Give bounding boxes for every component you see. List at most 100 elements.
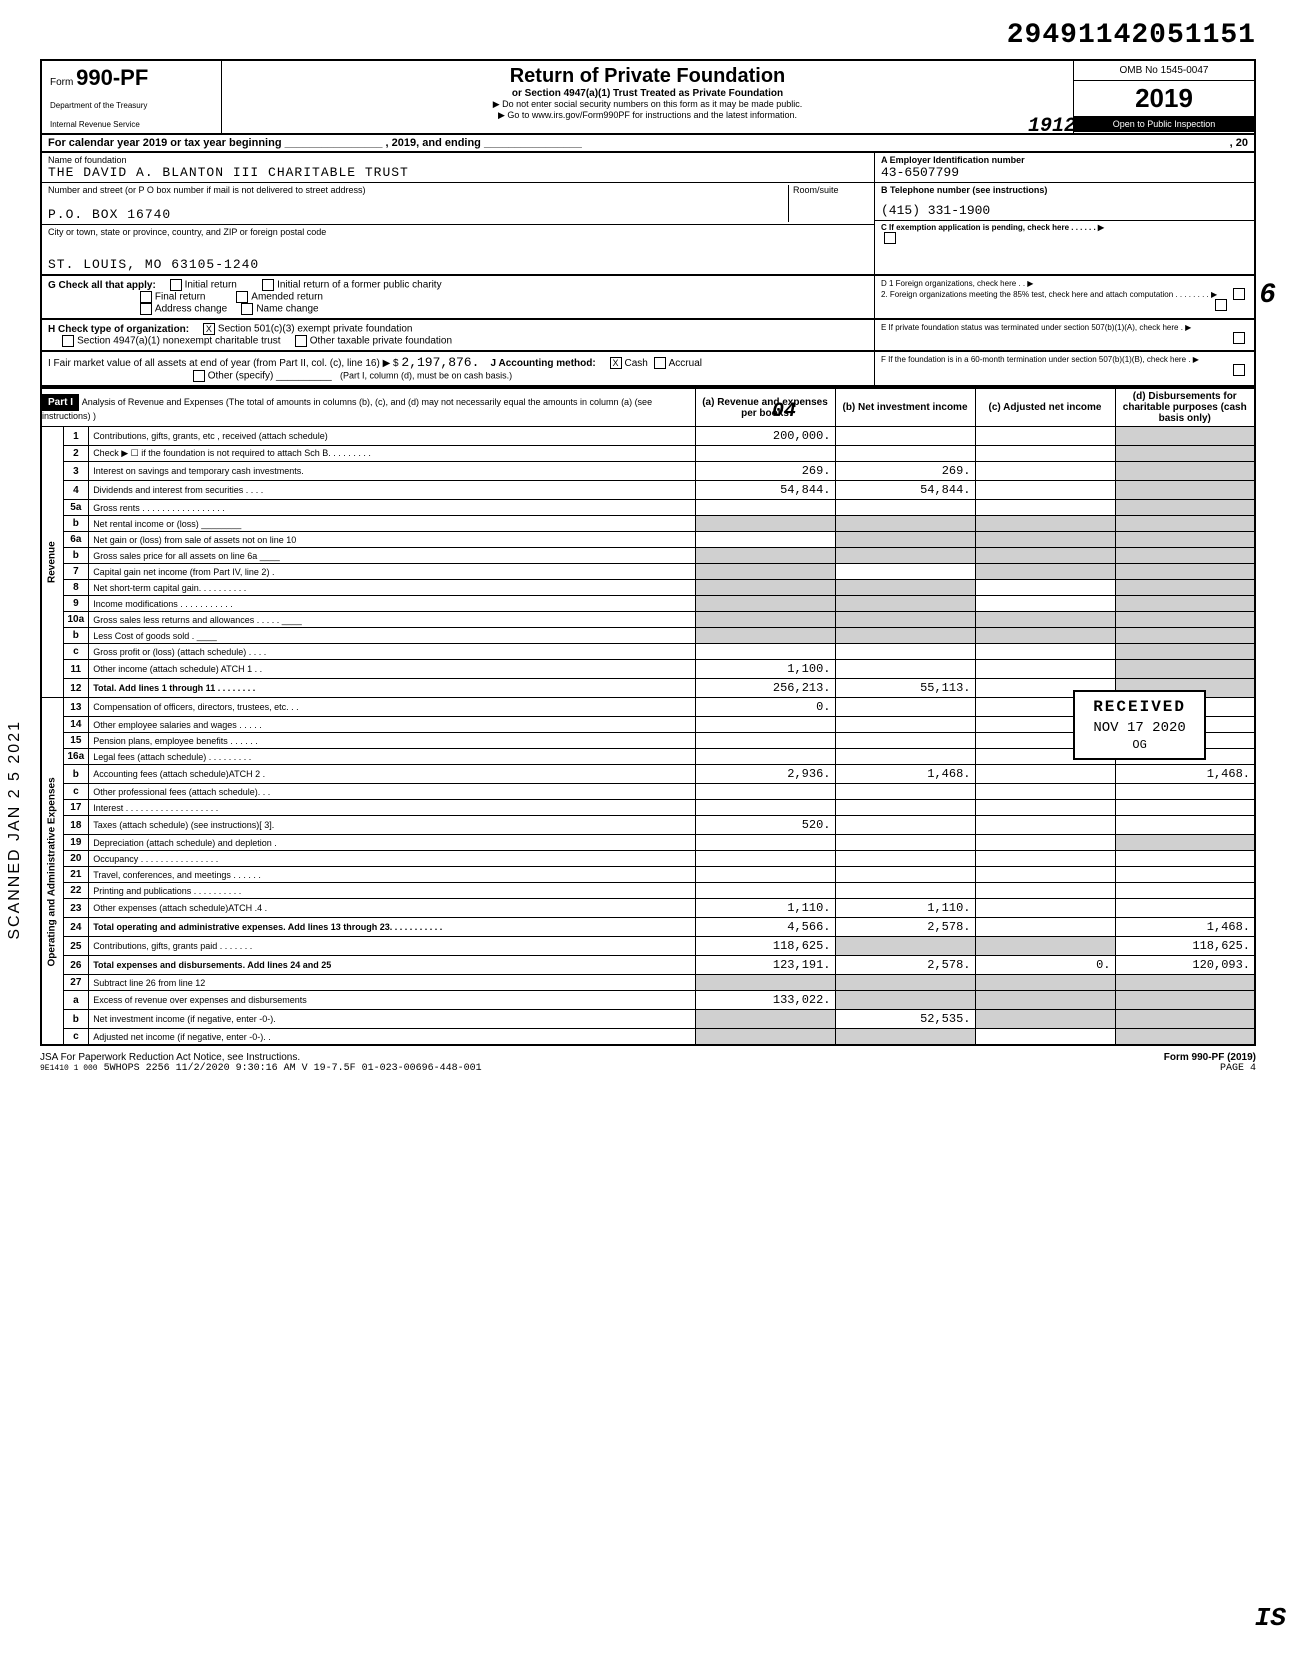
j-accrual[interactable] xyxy=(654,357,666,369)
cell-col-c xyxy=(975,765,1115,784)
line-number: a xyxy=(63,991,89,1010)
line-number: 19 xyxy=(63,835,89,851)
h-opt-2: Section 4947(a)(1) nonexempt charitable … xyxy=(77,336,280,347)
cell-col-d: 1,468. xyxy=(1115,918,1255,937)
h-4947[interactable] xyxy=(62,335,74,347)
g-initial[interactable] xyxy=(170,279,182,291)
page-footer: JSA For Paperwork Reduction Act Notice, … xyxy=(40,1052,1256,1074)
stamp-received: RECEIVED xyxy=(1093,698,1186,716)
cell-col-d xyxy=(1115,462,1255,481)
cell-col-c xyxy=(975,446,1115,462)
dept-irs: Internal Revenue Service xyxy=(50,120,213,129)
g-namechg[interactable] xyxy=(241,303,253,315)
line-desc: Interest on savings and temporary cash i… xyxy=(89,462,695,481)
j-cash[interactable]: X xyxy=(610,357,622,369)
cell-col-d xyxy=(1115,883,1255,899)
cell-col-b xyxy=(835,717,975,733)
footer-form: Form 990-PF (2019) xyxy=(1164,1052,1256,1063)
g-address[interactable] xyxy=(140,303,152,315)
cell-col-d xyxy=(1115,564,1255,580)
g-former[interactable] xyxy=(262,279,274,291)
table-row: 5aGross rents . . . . . . . . . . . . . … xyxy=(41,500,1255,516)
g-amended[interactable] xyxy=(236,291,248,303)
cell-col-c: 0. xyxy=(975,956,1115,975)
table-row: 26Total expenses and disbursements. Add … xyxy=(41,956,1255,975)
cell-col-a: 118,625. xyxy=(695,937,835,956)
tracking-number: 29491142051151 xyxy=(40,20,1256,51)
form-prefix: Form xyxy=(50,77,73,88)
line-desc: Gross sales less returns and allowances … xyxy=(89,612,695,628)
d1-checkbox[interactable] xyxy=(1233,288,1245,300)
line-desc: Printing and publications . . . . . . . … xyxy=(89,883,695,899)
cell-col-b xyxy=(835,749,975,765)
cell-col-d xyxy=(1115,835,1255,851)
h-label: H Check type of organization: xyxy=(48,324,189,335)
identity-block: Name of foundation THE DAVID A. BLANTON … xyxy=(40,153,1256,276)
line-desc: Travel, conferences, and meetings . . . … xyxy=(89,867,695,883)
cell-col-a xyxy=(695,1029,835,1046)
cell-col-d xyxy=(1115,816,1255,835)
line-desc: Less Cost of goods sold . ____ xyxy=(89,628,695,644)
line-number: 23 xyxy=(63,899,89,918)
part1-tag: Part I xyxy=(42,394,79,411)
line-desc: Excess of revenue over expenses and disb… xyxy=(89,991,695,1010)
cell-col-c xyxy=(975,835,1115,851)
cell-col-d xyxy=(1115,1029,1255,1046)
j-other[interactable] xyxy=(193,370,205,382)
table-row: 6aNet gain or (loss) from sale of assets… xyxy=(41,532,1255,548)
i-row: I Fair market value of all assets at end… xyxy=(40,352,1256,387)
e-checkbox[interactable] xyxy=(1233,332,1245,344)
foundation-name: THE DAVID A. BLANTON III CHARITABLE TRUS… xyxy=(48,165,868,180)
line-number: 15 xyxy=(63,733,89,749)
table-row: 17Interest . . . . . . . . . . . . . . .… xyxy=(41,800,1255,816)
c-checkbox[interactable] xyxy=(884,232,896,244)
cell-col-a: 520. xyxy=(695,816,835,835)
phone-value: (415) 331-1900 xyxy=(881,203,1248,218)
handwritten-6: 6 xyxy=(1259,280,1276,311)
cell-col-d xyxy=(1115,628,1255,644)
j-other-label: Other (specify) xyxy=(208,371,274,382)
g-final[interactable] xyxy=(140,291,152,303)
cell-col-a xyxy=(695,564,835,580)
cell-col-b: 2,578. xyxy=(835,918,975,937)
cell-col-a xyxy=(695,532,835,548)
col-c: (c) Adjusted net income xyxy=(975,388,1115,427)
table-row: 25Contributions, gifts, grants paid . . … xyxy=(41,937,1255,956)
handwritten-1912: 1912 xyxy=(1028,115,1076,138)
cell-col-a: 200,000. xyxy=(695,427,835,446)
line-desc: Adjusted net income (if negative, enter … xyxy=(89,1029,695,1046)
cell-col-b xyxy=(835,500,975,516)
cell-col-a: 123,191. xyxy=(695,956,835,975)
ein-label: A Employer Identification number xyxy=(881,155,1248,165)
cell-col-b xyxy=(835,628,975,644)
cell-col-d xyxy=(1115,1010,1255,1029)
footer-jsa: JSA For Paperwork Reduction Act Notice, … xyxy=(40,1052,482,1063)
table-row: bGross sales price for all assets on lin… xyxy=(41,548,1255,564)
line-desc: Other income (attach schedule) ATCH 1 . … xyxy=(89,660,695,679)
line-desc: Contributions, gifts, grants paid . . . … xyxy=(89,937,695,956)
received-stamp: RECEIVED NOV 17 2020 OG xyxy=(1073,690,1206,760)
col-d: (d) Disbursements for charitable purpose… xyxy=(1115,388,1255,427)
table-row: 11Other income (attach schedule) ATCH 1 … xyxy=(41,660,1255,679)
open-inspection: Open to Public Inspection xyxy=(1074,116,1254,132)
cell-col-c xyxy=(975,548,1115,564)
cell-col-b xyxy=(835,835,975,851)
d2-checkbox[interactable] xyxy=(1215,299,1227,311)
cell-col-a: 256,213. xyxy=(695,679,835,698)
h-row: H Check type of organization: XSection 5… xyxy=(40,320,1256,352)
h-501c3[interactable]: X xyxy=(203,323,215,335)
cell-col-b xyxy=(835,660,975,679)
cell-col-d: 1,468. xyxy=(1115,765,1255,784)
cell-col-c xyxy=(975,800,1115,816)
cell-col-c xyxy=(975,500,1115,516)
h-other[interactable] xyxy=(295,335,307,347)
line-desc: Pension plans, employee benefits . . . .… xyxy=(89,733,695,749)
g-opt-5: Name change xyxy=(256,304,318,315)
cell-col-b xyxy=(835,446,975,462)
section-operating: Operating and Administrative Expenses xyxy=(41,698,63,1046)
cell-col-a xyxy=(695,580,835,596)
cell-col-a xyxy=(695,446,835,462)
cell-col-b xyxy=(835,698,975,717)
f-checkbox[interactable] xyxy=(1233,364,1245,376)
cell-col-a xyxy=(695,784,835,800)
